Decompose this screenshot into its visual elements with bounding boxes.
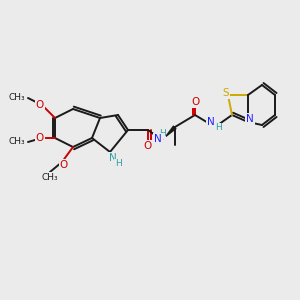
Text: H: H xyxy=(159,130,165,139)
Text: S: S xyxy=(223,88,229,98)
Text: CH₃: CH₃ xyxy=(8,137,25,146)
Text: CH₃: CH₃ xyxy=(42,172,58,182)
Text: H: H xyxy=(115,160,122,169)
Text: O: O xyxy=(60,160,68,170)
Text: N: N xyxy=(109,153,117,163)
Polygon shape xyxy=(162,125,177,140)
Text: N: N xyxy=(154,134,162,144)
Text: CH₃: CH₃ xyxy=(8,92,25,101)
Text: H: H xyxy=(216,124,222,133)
Text: O: O xyxy=(36,133,44,143)
Text: O: O xyxy=(36,100,44,110)
Text: O: O xyxy=(191,97,199,107)
Text: N: N xyxy=(207,117,215,127)
Text: O: O xyxy=(144,141,152,151)
Text: N: N xyxy=(246,114,254,124)
